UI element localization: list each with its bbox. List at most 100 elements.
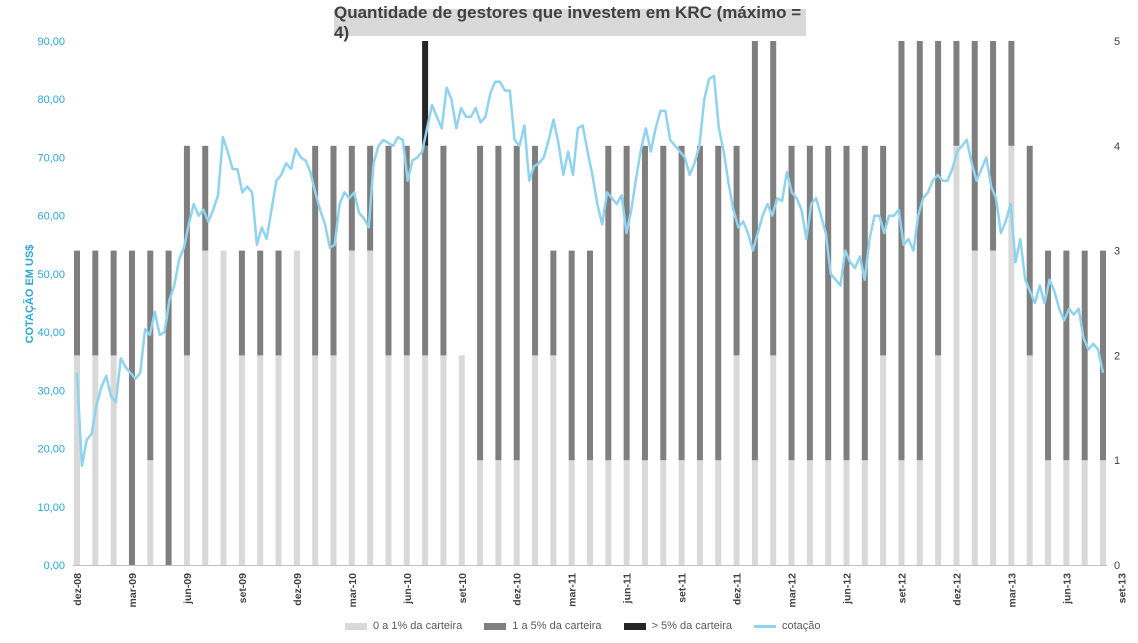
bar-s2-23: [495, 145, 502, 461]
bar-s2-13: [312, 145, 319, 356]
y-right-tick-4: 4: [1114, 141, 1120, 153]
y-left-tick-8: 80,00: [37, 94, 65, 106]
bar-s1-4: [147, 460, 154, 565]
y-left-tick-3: 30,00: [37, 385, 65, 397]
bar-s2-10: [257, 250, 264, 356]
bar-s1-43: [861, 460, 868, 565]
y-right-tick-1: 1: [1114, 455, 1120, 467]
bar-s1-14: [330, 355, 337, 565]
x-tick-0: dez-08: [72, 573, 84, 606]
bar-s2-55: [1081, 250, 1088, 461]
x-tick-9: mar-11: [567, 573, 579, 607]
bar-s1-1: [92, 355, 99, 565]
x-tick-11: set-11: [677, 573, 689, 603]
bar-s2-46: [916, 41, 923, 461]
bar-s1-32: [660, 460, 667, 565]
x-tick-8: dez-10: [512, 573, 524, 606]
legend-item-1: 1 a 5% da carteira: [484, 620, 602, 632]
legend-swatch-1: [484, 622, 507, 630]
bar-s1-18: [403, 355, 410, 565]
bar-s1-33: [678, 460, 685, 565]
x-tick-10: jun-11: [622, 573, 634, 605]
bar-s2-50: [990, 41, 997, 251]
legend-item-0: 0 a 1% da carteira: [345, 620, 462, 632]
x-tick-1: mar-09: [127, 573, 139, 608]
bar-s1-42: [843, 460, 850, 565]
legend-swatch-2: [623, 622, 646, 630]
bar-s1-22: [477, 460, 484, 565]
x-tick-4: dez-09: [292, 573, 304, 606]
y-right-tick-2: 2: [1114, 350, 1120, 362]
bar-s1-8: [220, 250, 227, 565]
bar-s1-28: [587, 460, 593, 565]
x-tick-12: dez-11: [732, 573, 744, 605]
price-line: [75, 74, 1105, 468]
bar-s2-26: [550, 250, 557, 356]
bar-s1-12: [293, 250, 300, 565]
bar-s2-36: [733, 145, 740, 356]
y-left-tick-6: 60,00: [37, 211, 65, 223]
bar-s1-54: [1063, 460, 1070, 565]
bar-s2-39: [788, 145, 795, 461]
bar-s2-3: [128, 250, 135, 565]
y-left-tick-7: 70,00: [37, 152, 65, 164]
bar-s1-15: [348, 250, 355, 565]
bar-s1-37: [751, 460, 758, 565]
bar-s2-53: [1045, 250, 1052, 461]
legend-swatch-0: [345, 622, 367, 630]
bar-s3-19: [422, 41, 429, 146]
bar-s2-2: [110, 250, 117, 356]
bar-s2-4: [147, 250, 154, 461]
bar-s1-6: [183, 355, 190, 565]
bar-s2-24: [513, 145, 520, 461]
bar-s2-56: [1100, 250, 1106, 461]
bar-s1-47: [935, 355, 942, 565]
bar-s2-0: [74, 250, 80, 356]
bar-s2-18: [403, 145, 410, 356]
bar-s2-17: [385, 145, 392, 356]
x-tick-2: jun-09: [182, 573, 194, 605]
bar-s2-41: [825, 145, 832, 461]
bar-s2-54: [1063, 250, 1070, 461]
bar-s1-11: [275, 355, 282, 565]
bar-s1-36: [733, 355, 740, 565]
bar-s2-6: [183, 145, 190, 356]
bar-s2-32: [660, 145, 667, 461]
x-tick-7: set-10: [457, 573, 469, 604]
bar-s2-11: [275, 250, 282, 356]
bar-s1-19: [422, 355, 429, 565]
bar-s1-9: [238, 355, 245, 565]
x-tick-6: jun-10: [402, 573, 414, 605]
x-tick-3: set-09: [237, 573, 249, 604]
y-right-tick-3: 3: [1114, 246, 1120, 258]
bar-s2-27: [568, 250, 575, 461]
bar-s1-35: [715, 460, 722, 565]
y-right-tick-0: 0: [1114, 560, 1120, 572]
y-left-tick-5: 50,00: [37, 269, 65, 281]
bar-s1-46: [916, 460, 923, 565]
bar-s2-15: [348, 145, 355, 251]
bar-s2-22: [477, 145, 484, 461]
bar-s1-27: [568, 460, 575, 565]
bar-s1-29: [605, 460, 612, 565]
bar-s2-38: [770, 41, 777, 356]
bar-s1-16: [367, 250, 374, 565]
chart-title: Quantidade de gestores que investem em K…: [334, 3, 806, 42]
bar-s2-45: [898, 41, 905, 461]
bar-s1-34: [696, 460, 703, 565]
legend-swatch-3: [753, 624, 776, 628]
y-left-tick-2: 20,00: [37, 444, 65, 456]
bar-s1-26: [550, 355, 557, 565]
legend-label-0: 0 a 1% da carteira: [373, 620, 463, 632]
y-axis-label: COTAÇÃO EM US$: [24, 244, 36, 344]
bar-s1-25: [532, 355, 539, 565]
bar-s1-41: [825, 460, 832, 565]
bar-s1-31: [641, 460, 648, 565]
bar-s1-17: [385, 355, 392, 565]
bar-s1-2: [110, 355, 117, 565]
x-tick-16: dez-12: [951, 573, 963, 606]
bar-s1-21: [458, 355, 465, 565]
bar-s1-39: [788, 460, 795, 565]
bar-s2-19: [422, 145, 429, 356]
